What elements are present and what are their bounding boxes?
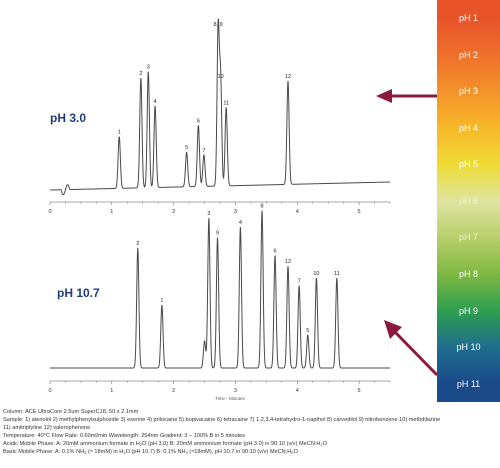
x-tick-label-0-4: 4 [296, 209, 299, 215]
peak-label-1-0: 2 [136, 241, 139, 247]
arrow-ph3-head [376, 89, 392, 103]
ph-band-10: pH 10 [456, 342, 481, 353]
ph-band-1: pH 1 [458, 13, 478, 24]
x-tick-label-1-0: 0 [48, 388, 51, 394]
x-tick-label-0-1: 1 [110, 209, 113, 215]
ph-band-6: pH 6 [458, 195, 478, 206]
peak-label-0-8: 10 [218, 74, 224, 80]
x-tick-label-0-0: 0 [48, 209, 51, 215]
x-tick-label-1-5: 5 [358, 388, 361, 394]
peak-label-1-12: 11 [334, 271, 340, 277]
peak-label-1-4: 9 [216, 231, 219, 237]
x-tick-label-0-5: 5 [358, 209, 361, 215]
peak-label-0-2: 3 [147, 65, 150, 71]
peak-label-0-4: 5 [185, 145, 188, 151]
x-tick-label-1-1: 1 [110, 388, 113, 394]
peak-label-1-1: 1 [160, 298, 163, 304]
ph-band-2: pH 2 [458, 49, 478, 60]
sample-list: Sample: 1) atenolol 2) methylphenylsulph… [3, 416, 441, 423]
peak-label-1-6: 8 [261, 204, 264, 210]
ph-band-3: pH 3 [458, 86, 478, 97]
peak-label-0-0: 1 [118, 130, 121, 136]
peak-label-0-1: 2 [139, 71, 142, 77]
peak-label-0-3: 4 [154, 99, 157, 105]
x-axis-title-1: Time - Minutes [215, 396, 245, 401]
ph-band-7: pH 7 [458, 232, 478, 243]
arrow-ph10-head [384, 320, 402, 339]
acidic-mobile-phase: Acidic Mobile Phase: A: 20mM ammonium fo… [3, 440, 328, 447]
peak-label-1-8: 12 [285, 259, 291, 265]
arrow-ph10-shaft [393, 330, 437, 377]
column-info: Column: ACE UltraCore 2.5um SuperC18, 50… [3, 409, 139, 415]
peak-label-0-9: 11 [223, 100, 229, 106]
ph-band-8: pH 8 [458, 268, 478, 279]
basic-mobile-phase: Basic Mobile Phase: A: 0.1% NH3 (≈ 18mM)… [3, 448, 298, 455]
ph3-trace-label: pH 3.0 [50, 111, 87, 125]
ph-band-5: pH 5 [458, 159, 478, 170]
ph-band-9: pH 9 [458, 305, 478, 316]
ph10-trace-label: pH 10.7 [57, 286, 100, 300]
x-tick-label-1-3: 3 [234, 388, 237, 394]
trace-line-0 [49, 18, 391, 196]
peak-label-1-11: 10 [313, 271, 319, 277]
peak-label-0-5: 6 [197, 118, 200, 124]
sample-list-continued: 11) amitriptyline 12) valerophenone [3, 424, 91, 431]
peak-label-1-5: 4 [239, 220, 242, 226]
x-tick-label-1-4: 4 [296, 388, 299, 394]
ph-band-11: pH 11 [456, 378, 481, 389]
method-conditions: Column: ACE UltraCore 2.5um SuperC18, 50… [3, 409, 497, 456]
peak-label-1-10: 5 [306, 328, 309, 334]
ph-scale-bar: pH 1 pH 2 pH 3 pH 4 pH 5 pH 6 pH 7 pH 8 pH 9 pH 1… [437, 0, 500, 402]
peak-label-0-6: 7 [202, 148, 205, 154]
x-tick-label-1-2: 2 [172, 388, 175, 394]
peak-label-1-9: 7 [298, 279, 301, 285]
x-tick-label-0-3: 3 [234, 209, 237, 215]
peak-label-0-7: 8, 9 [214, 22, 223, 28]
peak-label-1-3: 3 [207, 211, 210, 217]
x-tick-label-0-2: 2 [172, 209, 175, 215]
ph-band-4: pH 4 [458, 122, 478, 133]
peak-label-1-7: 6 [273, 249, 276, 255]
run-conditions: Temperature: 40°C Flow Rate: 0.60ml/min … [3, 432, 246, 439]
peak-label-0-10: 12 [285, 74, 291, 80]
trace-line-1 [50, 210, 390, 369]
